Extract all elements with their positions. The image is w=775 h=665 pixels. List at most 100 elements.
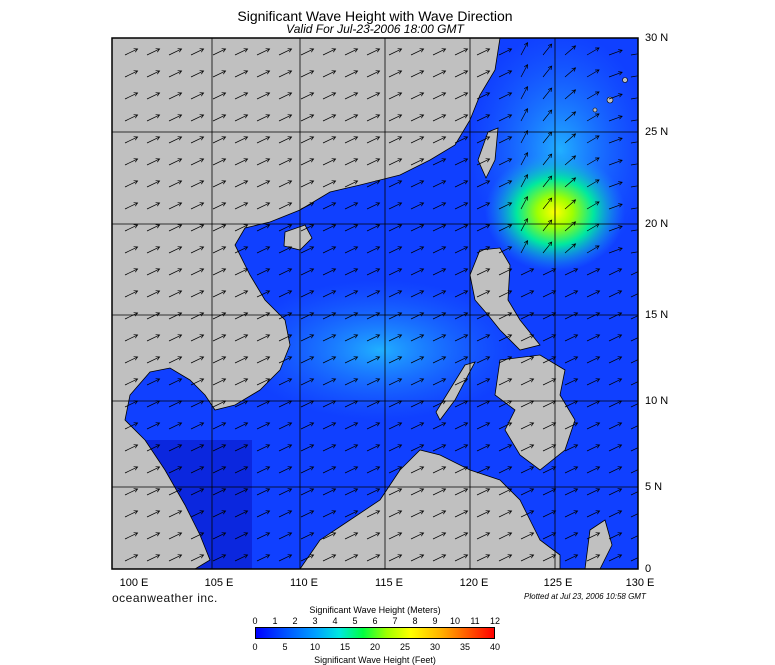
wave-arrow — [168, 334, 183, 342]
wave-arrow — [278, 422, 293, 430]
color-scale-bar — [255, 627, 495, 639]
wave-arrow — [410, 466, 425, 474]
wave-arrow — [366, 422, 381, 430]
wave-arrow — [432, 334, 447, 342]
wave-arrow — [234, 114, 249, 122]
wave-arrow — [278, 268, 293, 276]
wave-arrow — [542, 466, 557, 474]
wave-arrow — [454, 444, 469, 452]
wave-arrow — [344, 400, 359, 408]
wave-arrow — [608, 334, 623, 342]
wave-arrow — [124, 422, 139, 430]
wave-arrow — [300, 268, 315, 276]
wave-arrow — [608, 554, 623, 562]
wave-arrow — [366, 114, 381, 122]
wave-arrow — [410, 224, 425, 232]
wave-arrow — [410, 488, 425, 496]
wave-arrow — [344, 334, 359, 342]
wave-arrow — [366, 334, 381, 342]
wave-arrow — [278, 224, 293, 232]
wave-arrow — [212, 268, 227, 276]
wave-arrow — [498, 268, 513, 276]
wave-arrow — [432, 312, 447, 320]
wave-arrow — [564, 400, 579, 408]
wave-arrow — [212, 466, 227, 474]
wave-arrow — [146, 334, 161, 342]
wave-arrow — [256, 246, 271, 254]
legend-meters-tick: 9 — [432, 616, 438, 626]
wave-arrow — [190, 312, 205, 320]
wave-arrow — [146, 466, 161, 474]
wave-arrow — [564, 199, 577, 210]
wave-arrow — [476, 202, 491, 210]
wave-arrow — [344, 180, 359, 188]
wave-arrow — [168, 444, 183, 452]
wave-arrow — [454, 400, 469, 408]
wave-arrow — [212, 422, 227, 430]
wave-arrow — [344, 158, 359, 166]
wave-arrow — [168, 356, 183, 364]
wave-arrow — [520, 107, 528, 122]
wave-arrow — [146, 224, 161, 232]
ryukyu-island — [622, 77, 628, 83]
wave-arrow — [366, 488, 381, 496]
wave-arrow — [278, 334, 293, 342]
wave-arrow — [454, 70, 469, 78]
wave-arrow — [146, 378, 161, 386]
wave-arrow — [410, 356, 425, 364]
wave-arrow — [608, 71, 623, 78]
wave-arrow — [410, 312, 425, 320]
wave-arrow — [278, 466, 293, 474]
wave-arrow — [476, 466, 491, 474]
wave-arrow — [542, 87, 553, 100]
wave-arrow — [146, 510, 161, 518]
wave-arrow — [322, 356, 337, 364]
wave-arrow — [586, 488, 601, 496]
lon-label: 120 E — [459, 577, 489, 589]
wave-arrow — [608, 93, 623, 100]
wave-arrow — [388, 224, 403, 232]
wave-arrow — [476, 268, 491, 276]
wave-arrow — [388, 48, 403, 56]
wave-arrow — [124, 334, 139, 342]
wave-arrow — [388, 422, 403, 430]
wave-arrow — [278, 444, 293, 452]
wave-arrow — [212, 532, 227, 540]
wave-arrow — [256, 444, 271, 452]
wave-arrow — [586, 378, 601, 386]
wave-arrow — [476, 290, 491, 298]
wave-arrow — [608, 268, 623, 276]
lon-label: 105 E — [204, 577, 234, 589]
wave-arrow — [388, 488, 403, 496]
wave-arrow — [564, 155, 577, 166]
wave-arrow — [146, 202, 161, 210]
eastern-island — [584, 519, 613, 569]
wave-arrow — [608, 444, 623, 452]
wave-arrow — [542, 422, 557, 430]
wave-arrow — [432, 422, 447, 430]
wave-arrow — [454, 312, 469, 320]
wave-arrow — [608, 181, 623, 188]
wave-arrow — [278, 554, 293, 562]
wave-arrow — [344, 290, 359, 298]
wave-arrow — [564, 243, 577, 254]
wave-arrow — [344, 268, 359, 276]
wave-arrow — [454, 532, 469, 540]
wave-arrow — [454, 356, 469, 364]
wave-arrow — [322, 532, 337, 540]
wave-arrow — [366, 312, 381, 320]
wave-arrow — [212, 246, 227, 254]
wave-arrow — [432, 290, 447, 298]
wave-arrow — [608, 466, 623, 474]
wave-arrow — [234, 532, 249, 540]
wave-arrow — [410, 400, 425, 408]
legend-meters-tick: 5 — [352, 616, 358, 626]
wave-arrow — [124, 180, 139, 188]
wave-arrow — [564, 554, 579, 562]
wave-arrow — [498, 400, 513, 408]
wave-arrow — [432, 466, 447, 474]
wave-arrow — [212, 510, 227, 518]
wave-arrow — [476, 554, 491, 562]
wave-arrow — [586, 179, 600, 188]
wave-arrow — [366, 554, 381, 562]
